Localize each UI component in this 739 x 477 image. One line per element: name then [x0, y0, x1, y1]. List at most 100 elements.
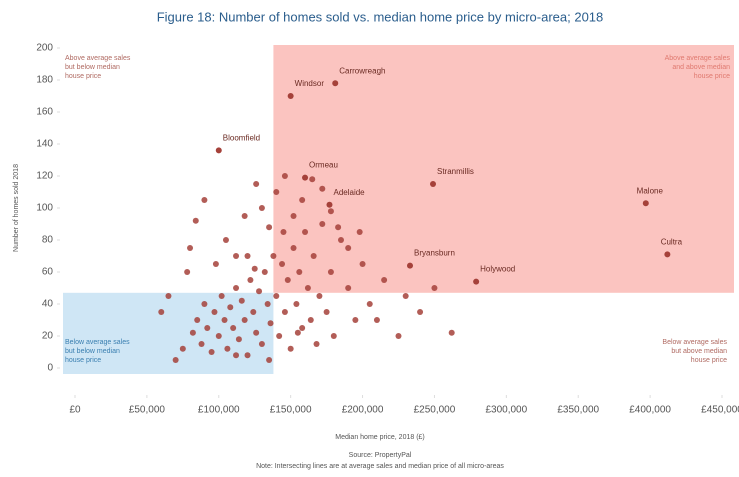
- point: [233, 352, 240, 359]
- point: [273, 189, 280, 195]
- point: [287, 345, 294, 352]
- point: [241, 317, 248, 323]
- point: [238, 297, 245, 304]
- point: [402, 293, 409, 299]
- point: [192, 217, 199, 224]
- point: [218, 293, 225, 299]
- point: [279, 261, 286, 267]
- annotation: and above median: [672, 64, 730, 71]
- point: [330, 333, 337, 339]
- point: [293, 301, 300, 307]
- x-tick-label: £450,000: [701, 405, 739, 416]
- x-axis-label: Median home price, 2018 (£): [335, 434, 425, 441]
- point: [253, 181, 260, 187]
- x-tick-label: £200,000: [342, 405, 384, 416]
- point: [309, 176, 316, 183]
- point: [201, 301, 208, 307]
- point: [233, 285, 240, 291]
- x-tick-label: £400,000: [629, 405, 671, 416]
- annotation: but above median: [671, 348, 727, 355]
- point: [158, 309, 165, 315]
- point: [258, 205, 265, 211]
- point: [327, 208, 334, 215]
- point: [189, 329, 196, 336]
- point: [319, 221, 326, 227]
- labeled-point: [430, 181, 437, 187]
- annotation: but below median: [65, 348, 120, 355]
- point: [266, 224, 273, 231]
- labeled-point: [287, 93, 294, 99]
- point: [352, 317, 359, 323]
- point: [366, 301, 373, 307]
- y-tick-label: 40: [42, 299, 54, 310]
- point: [299, 197, 306, 203]
- high-region: [273, 45, 734, 293]
- point: [296, 269, 303, 275]
- point-label: Stranmillis: [437, 167, 474, 176]
- point-label: Malone: [637, 186, 664, 195]
- point: [448, 329, 455, 336]
- point: [276, 333, 283, 339]
- point: [208, 349, 215, 355]
- labeled-point: [642, 200, 649, 207]
- point: [299, 325, 306, 331]
- point: [251, 265, 258, 272]
- point: [256, 288, 263, 295]
- point: [247, 277, 254, 283]
- point: [172, 357, 179, 363]
- x-tick-label: £0: [69, 405, 81, 416]
- point-label: Bryansburn: [414, 249, 455, 258]
- point: [267, 320, 274, 327]
- source: Source: PropertyPal: [349, 452, 412, 459]
- point: [211, 309, 218, 315]
- point: [356, 229, 363, 235]
- point: [224, 345, 231, 352]
- annotation: but below median: [65, 64, 120, 71]
- point: [250, 309, 257, 315]
- y-tick-label: 80: [42, 235, 54, 246]
- point: [373, 317, 380, 323]
- y-tick-label: 0: [47, 363, 53, 374]
- point: [337, 237, 344, 243]
- y-tick-label: 120: [36, 171, 53, 182]
- point: [359, 261, 366, 267]
- point: [244, 352, 251, 359]
- point: [431, 285, 438, 291]
- point-label: Bloomfield: [223, 134, 260, 143]
- point-label: Holywood: [480, 265, 515, 274]
- point: [241, 213, 248, 219]
- point: [179, 345, 186, 352]
- labeled-point: [302, 174, 309, 181]
- point: [280, 229, 287, 235]
- point: [335, 224, 342, 231]
- point: [395, 333, 402, 339]
- labeled-point: [326, 201, 333, 208]
- point-label: Cultra: [661, 238, 683, 247]
- point: [201, 197, 208, 203]
- point: [273, 293, 280, 299]
- point: [194, 317, 201, 323]
- y-tick-label: 60: [42, 267, 54, 278]
- point: [235, 336, 242, 343]
- point: [222, 237, 229, 243]
- point: [310, 253, 317, 259]
- point: [345, 245, 352, 251]
- annotation: house price: [65, 73, 101, 80]
- annotation: Below average sales: [662, 339, 727, 346]
- annotation: Above average sales: [65, 55, 131, 62]
- x-tick-label: £50,000: [129, 405, 166, 416]
- chart-title: Figure 18: Number of homes sold vs. medi…: [157, 9, 604, 24]
- point: [165, 293, 172, 299]
- y-tick-label: 200: [36, 43, 53, 54]
- point-label: Ormeau: [309, 161, 338, 170]
- point: [281, 173, 288, 179]
- y-tick-label: 140: [36, 139, 53, 150]
- point-label: Adelaide: [333, 188, 365, 197]
- point: [284, 277, 291, 283]
- annotation: house price: [691, 357, 727, 364]
- point: [381, 277, 388, 283]
- labeled-point: [407, 262, 414, 269]
- point: [417, 309, 424, 315]
- point: [221, 317, 228, 323]
- point: [258, 341, 265, 347]
